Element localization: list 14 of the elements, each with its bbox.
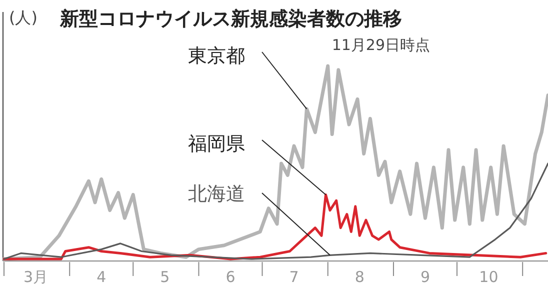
- x-tick-label: 9: [420, 268, 430, 286]
- x-tick-label: 7: [289, 268, 299, 286]
- text: 北海道: [188, 183, 245, 205]
- x-tick-label: 6: [226, 268, 236, 286]
- x-tick-label: 8: [354, 268, 364, 286]
- x-tick-label: 10: [479, 268, 498, 286]
- chart-subtitle: 11月29日時点: [332, 36, 430, 54]
- text: 福岡県: [188, 133, 245, 155]
- chart-title: 新型コロナウイルス新規感染者数の推移: [59, 8, 402, 30]
- y-axis-title: (人): [9, 8, 38, 27]
- x-tick-label: 4: [96, 268, 106, 286]
- x-tick-label: 5: [160, 268, 170, 286]
- text: 東京都: [188, 45, 245, 67]
- x-tick-label: 3月: [23, 268, 48, 286]
